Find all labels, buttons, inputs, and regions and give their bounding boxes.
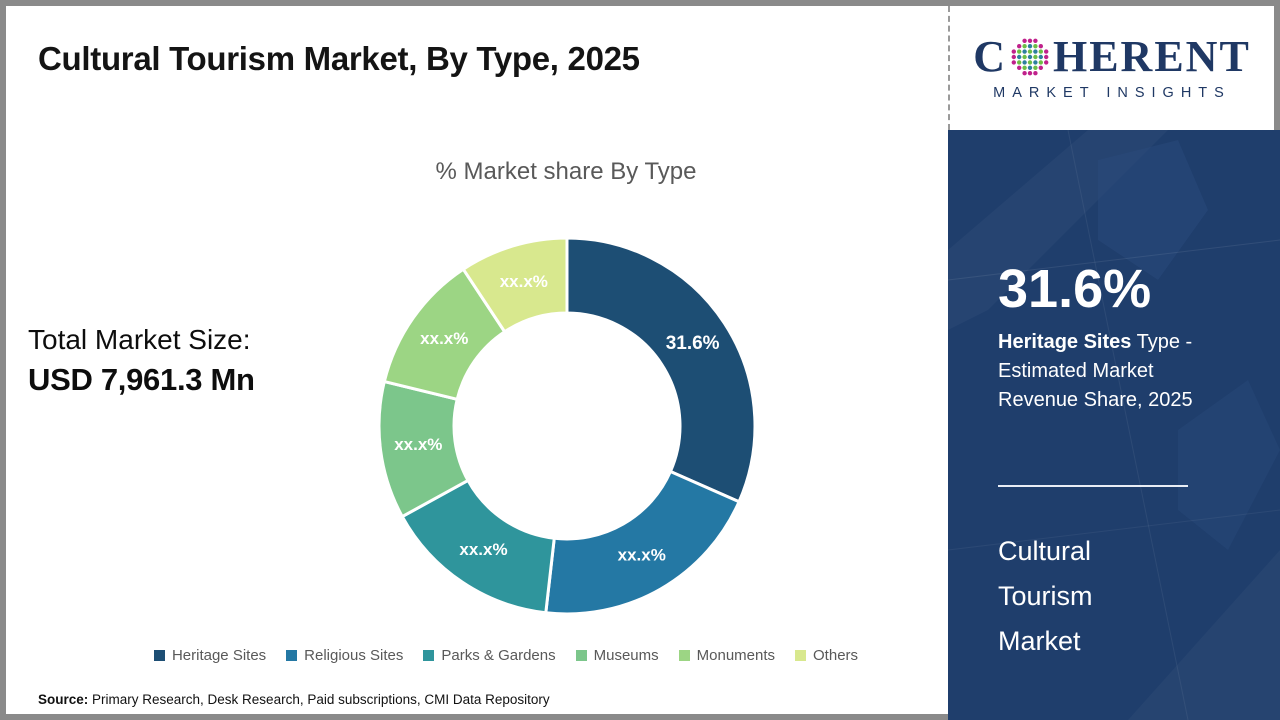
segment-label-monuments: xx.x% xyxy=(420,329,468,348)
globe-dot xyxy=(1011,60,1016,65)
legend-swatch-icon xyxy=(575,650,587,661)
segment-label-others: xx.x% xyxy=(500,272,548,291)
globe-dot xyxy=(1027,54,1033,60)
donut-chart: 31.6% xx.x% xx.x% xx.x% xx.x% xx.x% xyxy=(377,236,757,616)
globe-dot xyxy=(1016,54,1022,60)
globe-dot xyxy=(1022,49,1027,54)
globe-dot xyxy=(1016,49,1022,54)
highlight-stat-description: Heritage Sites Type - Estimated Market R… xyxy=(998,328,1216,415)
globe-dot xyxy=(1011,49,1016,54)
donut-segment-religious-sites xyxy=(544,469,742,616)
globe-dot xyxy=(1033,60,1038,65)
highlight-stat-rest: Type - Estimated Market Revenue Share, 2… xyxy=(998,331,1193,411)
globe-dot xyxy=(1027,49,1033,54)
coherent-logo: C HERENT MARKET INSIGHTS xyxy=(948,6,1274,130)
globe-dot xyxy=(1033,54,1038,60)
globe-dot xyxy=(1033,38,1038,43)
market-name: Cultural Tourism Market xyxy=(998,529,1280,664)
segment-label-religious-sites: xx.x% xyxy=(618,546,666,565)
legend-swatch-icon xyxy=(678,650,690,661)
globe-dot xyxy=(1022,38,1027,43)
highlight-content: 31.6% Heritage Sites Type - Estimated Ma… xyxy=(948,258,1280,664)
globe-dot xyxy=(1038,44,1043,49)
total-market-size-block: Total Market Size: USD 7,961.3 Mn xyxy=(28,324,328,398)
market-name-line-1: Cultural xyxy=(998,536,1092,566)
globe-dot xyxy=(1016,44,1022,49)
globe-dot xyxy=(1016,60,1022,65)
globe-dot xyxy=(1022,44,1027,49)
legend-swatch-icon xyxy=(286,650,298,661)
globe-dot xyxy=(1043,49,1049,54)
globe-dot xyxy=(1043,54,1049,60)
slide-canvas: Cultural Tourism Market, By Type, 2025 %… xyxy=(6,6,948,714)
legend-label: Heritage Sites xyxy=(171,647,267,664)
legend-item-monuments: Monuments xyxy=(678,647,776,664)
globe-dot xyxy=(1022,54,1027,60)
coherent-globe-icon xyxy=(1011,38,1049,76)
globe-dot xyxy=(1022,60,1027,65)
globe-dot xyxy=(1022,65,1027,70)
globe-dot xyxy=(1027,65,1033,70)
globe-dot xyxy=(1027,44,1033,49)
logo-letter-c: C xyxy=(973,32,1007,81)
legend-item-others: Others xyxy=(795,647,858,664)
legend-swatch-icon xyxy=(423,650,435,661)
total-market-size-value: USD 7,961.3 Mn xyxy=(28,362,255,397)
market-name-line-3: Market xyxy=(998,626,1081,656)
source-text: Primary Research, Desk Research, Paid su… xyxy=(88,692,550,707)
globe-dot xyxy=(1027,60,1033,65)
legend-item-heritage-sites: Heritage Sites xyxy=(153,647,267,664)
globe-dot xyxy=(1016,65,1022,70)
globe-dot xyxy=(1027,71,1033,76)
source-label: Source: xyxy=(38,692,89,707)
chart-legend: Heritage Sites Religious Sites Parks & Gar… xyxy=(66,647,946,664)
panel-divider xyxy=(998,485,1188,487)
legend-item-religious-sites: Religious Sites xyxy=(286,647,403,664)
globe-dot xyxy=(1033,71,1038,76)
legend-item-parks-gardens: Parks & Gardens xyxy=(423,647,556,664)
legend-label: Parks & Gardens xyxy=(441,647,556,664)
highlight-stat-segment: Heritage Sites xyxy=(998,331,1132,353)
globe-dot xyxy=(1038,54,1043,60)
legend-label: Others xyxy=(813,647,859,664)
globe-dot xyxy=(1033,49,1038,54)
source-note: Source: Primary Research, Desk Research,… xyxy=(38,692,550,707)
legend-item-museums: Museums xyxy=(575,647,659,664)
highlight-stat-value: 31.6% xyxy=(998,259,1152,319)
legend-swatch-icon xyxy=(153,650,165,661)
segment-label-parks-gardens: xx.x% xyxy=(459,540,507,559)
highlight-panel: 31.6% Heritage Sites Type - Estimated Ma… xyxy=(948,130,1280,720)
legend-label: Museums xyxy=(593,647,659,664)
logo-letters-herent: HERENT xyxy=(1052,32,1251,81)
globe-dot xyxy=(1027,38,1033,43)
page-title: Cultural Tourism Market, By Type, 2025 xyxy=(38,40,640,77)
segment-label-heritage-sites: 31.6% xyxy=(666,333,720,354)
logo-subtitle: MARKET INSIGHTS xyxy=(993,85,1231,101)
total-market-size-label: Total Market Size: xyxy=(28,324,251,355)
globe-dot xyxy=(1033,65,1038,70)
donut-segment-heritage-sites xyxy=(565,236,757,504)
globe-dot xyxy=(1011,54,1016,60)
legend-label: Religious Sites xyxy=(304,647,404,664)
globe-dot xyxy=(1038,65,1043,70)
market-name-line-2: Tourism xyxy=(998,581,1093,611)
legend-label: Monuments xyxy=(696,647,776,664)
globe-dot xyxy=(1038,60,1043,65)
globe-dot xyxy=(1038,49,1043,54)
segment-label-museums: xx.x% xyxy=(394,435,442,454)
legend-swatch-icon xyxy=(795,650,807,661)
globe-dot xyxy=(1022,71,1027,76)
globe-dot xyxy=(1033,44,1038,49)
globe-dot xyxy=(1043,60,1049,65)
donut-segment-others xyxy=(461,236,569,334)
chart-title: % Market share By Type xyxy=(435,158,697,185)
coherent-wordmark: C HERENT xyxy=(973,35,1251,79)
